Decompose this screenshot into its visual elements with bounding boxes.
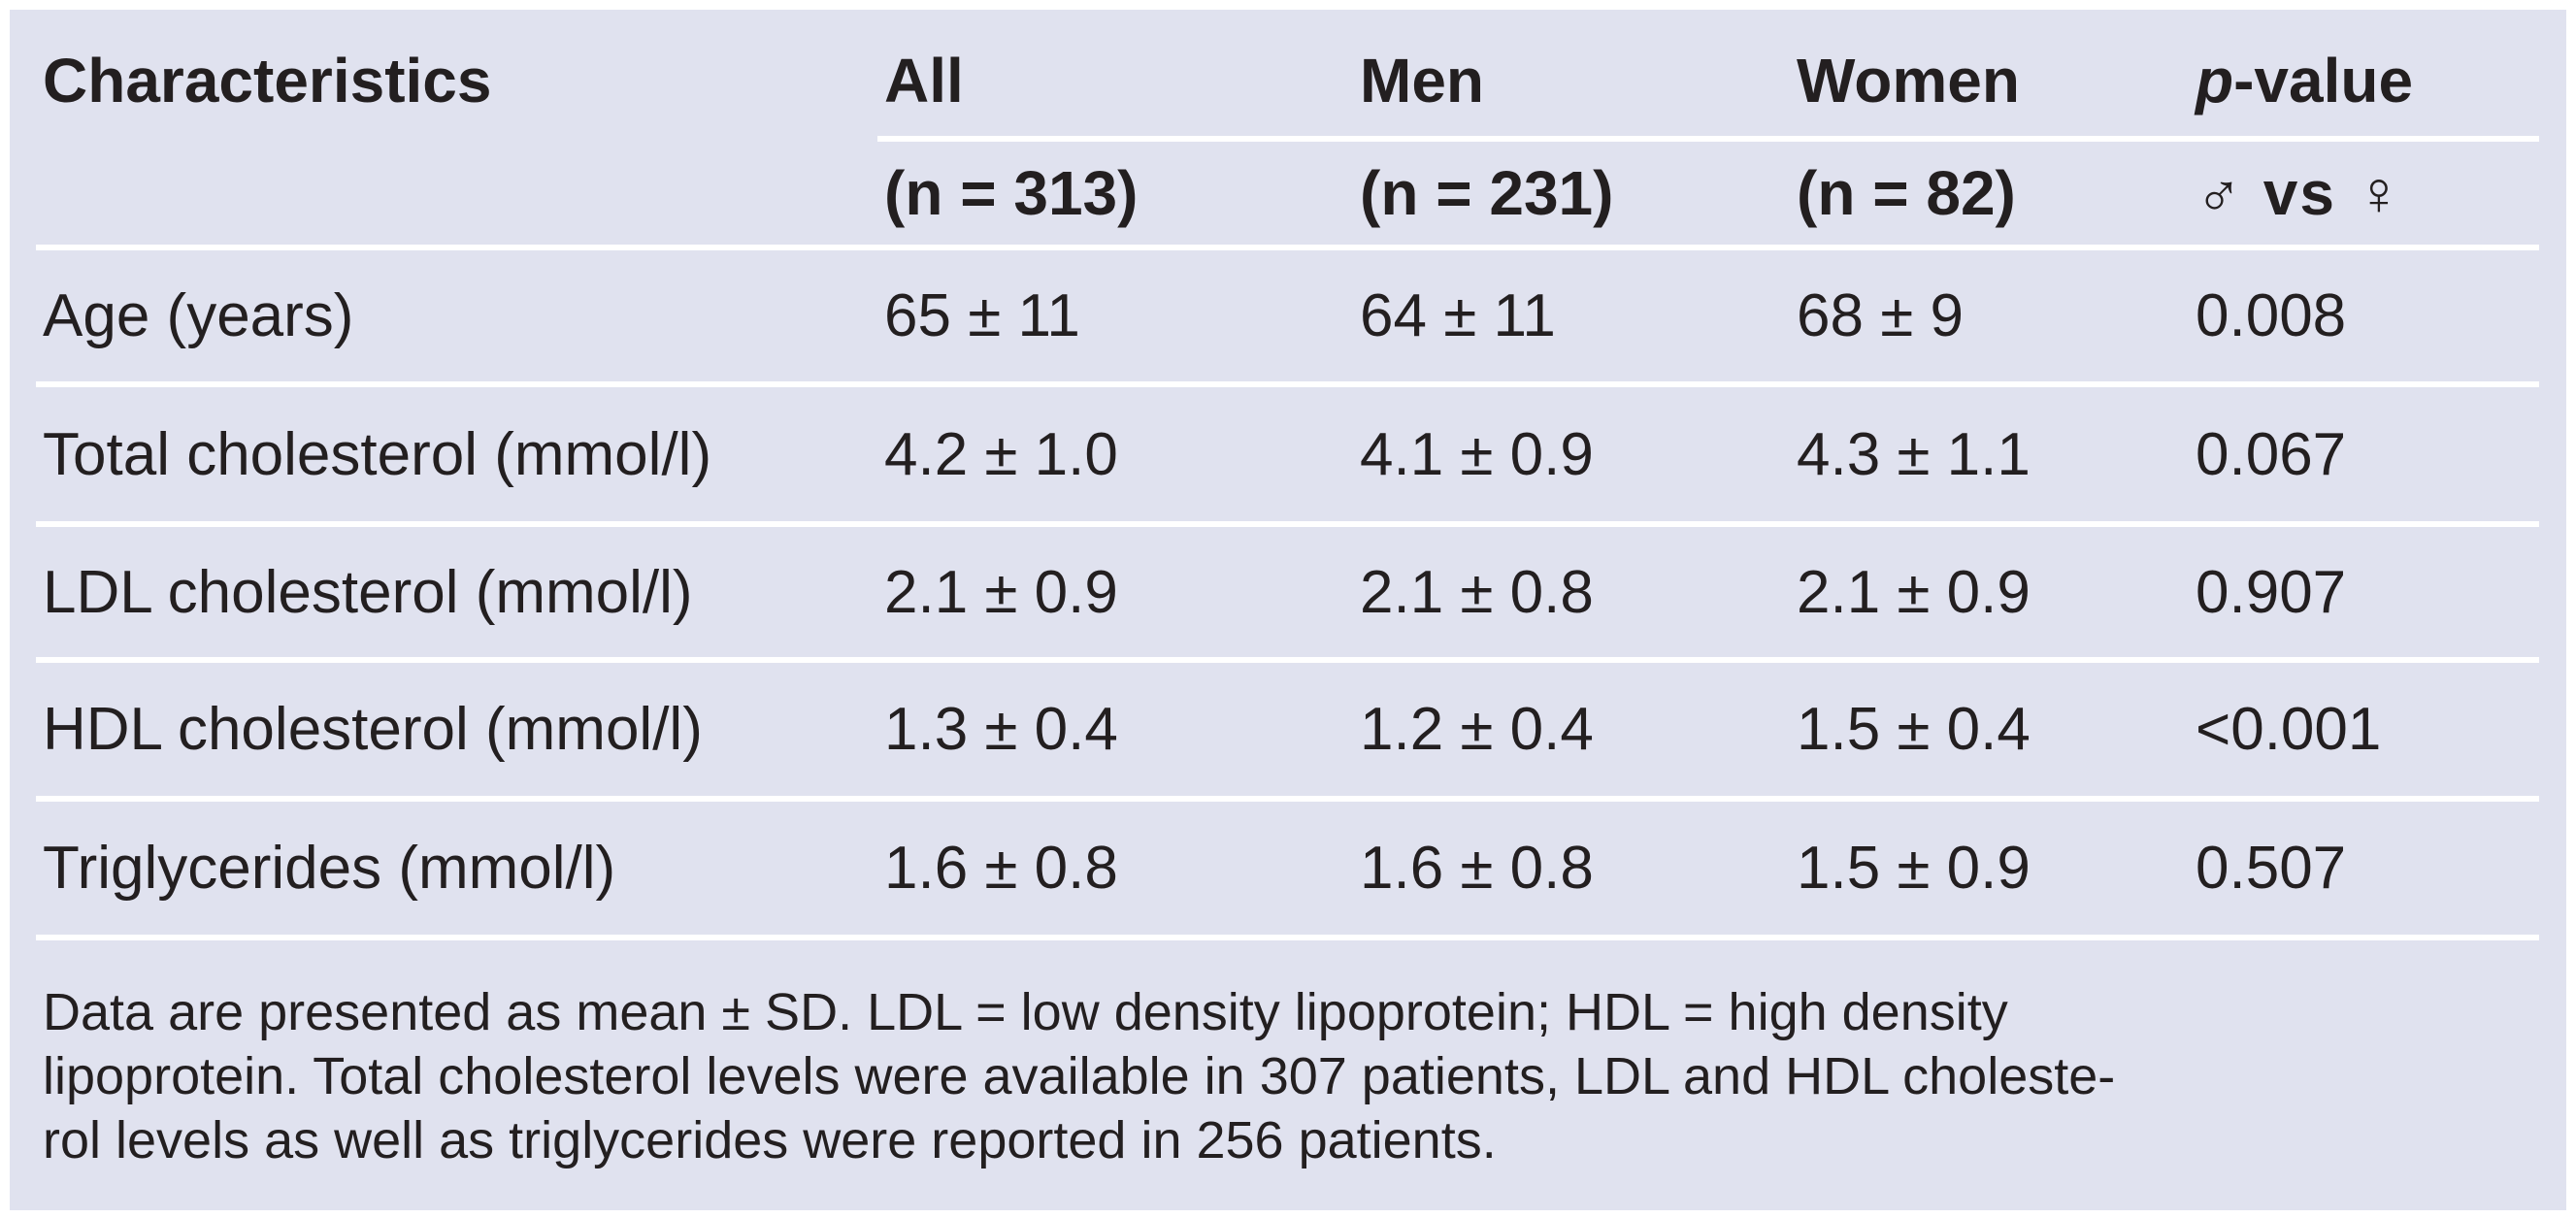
row-label: Total cholesterol (mmol/l) — [43, 420, 712, 488]
row-separator-rule — [36, 796, 2539, 802]
value-men: 4.1 ± 0.9 — [1360, 420, 1594, 488]
pvalue-italic-p: p — [2196, 46, 2234, 115]
value-p: 0.067 — [2196, 420, 2347, 488]
row-separator-rule — [36, 381, 2539, 387]
row-label: Triglycerides (mmol/l) — [43, 835, 616, 902]
value-p: 0.507 — [2196, 835, 2347, 902]
col-header-all: All — [884, 46, 964, 115]
col-header-women: Women — [1797, 46, 2020, 115]
row-label: HDL cholesterol (mmol/l) — [43, 696, 703, 763]
col-header-men: Men — [1360, 46, 1484, 115]
table-row: Total cholesterol (mmol/l) 4.2 ± 1.0 4.1… — [36, 387, 2539, 521]
value-men: 1.2 ± 0.4 — [1360, 696, 1594, 763]
value-all: 2.1 ± 0.9 — [884, 558, 1118, 626]
value-women: 4.3 ± 1.1 — [1797, 420, 2031, 488]
subheader-male-vs-female: ♂ vs ♀ — [2196, 158, 2404, 228]
subheader-all-n: (n = 313) — [884, 158, 1139, 228]
patient-characteristics-table: Characteristics All Men Women p-value (n… — [10, 10, 2566, 1210]
value-women: 1.5 ± 0.4 — [1797, 696, 2031, 763]
value-all: 1.6 ± 0.8 — [884, 835, 1118, 902]
col-header-characteristics: Characteristics — [43, 46, 492, 115]
value-men: 64 ± 11 — [1360, 282, 1556, 349]
value-all: 1.3 ± 0.4 — [884, 696, 1118, 763]
footnote-line: Data are presented as mean ± SD. LDL = l… — [43, 983, 2008, 1041]
row-separator-rule — [36, 657, 2539, 663]
footnote-line: lipoprotein. Total cholesterol levels we… — [43, 1047, 2116, 1105]
value-men: 1.6 ± 0.8 — [1360, 835, 1594, 902]
table-row: Triglycerides (mmol/l) 1.6 ± 0.8 1.6 ± 0… — [36, 802, 2539, 935]
table-row: LDL cholesterol (mmol/l) 2.1 ± 0.9 2.1 ±… — [36, 527, 2539, 657]
table-row: HDL cholesterol (mmol/l) 1.3 ± 0.4 1.2 ±… — [36, 663, 2539, 796]
footnote-line: rol levels as well as triglycerides were… — [43, 1111, 1497, 1169]
table-footnote: Data are presented as mean ± SD. LDL = l… — [36, 940, 2539, 1172]
value-p: <0.001 — [2196, 696, 2382, 763]
value-all: 65 ± 11 — [884, 282, 1080, 349]
value-women: 2.1 ± 0.9 — [1797, 558, 2031, 626]
value-women: 1.5 ± 0.9 — [1797, 835, 2031, 902]
subheader-men-n: (n = 231) — [1360, 158, 1614, 228]
row-label: LDL cholesterol (mmol/l) — [43, 558, 693, 626]
header-bottom-rule — [36, 245, 2539, 250]
row-separator-rule — [36, 521, 2539, 527]
value-p: 0.907 — [2196, 558, 2347, 626]
pvalue-rest: -value — [2233, 46, 2414, 115]
subheader-women-n: (n = 82) — [1797, 158, 2016, 228]
col-header-pvalue: p-value — [2189, 45, 2539, 116]
table-body: Characteristics All Men Women p-value (n… — [36, 10, 2539, 1172]
value-p: 0.008 — [2196, 282, 2347, 349]
header-row-sub: (n = 313) (n = 231) (n = 82) ♂ vs ♀ — [36, 142, 2539, 245]
value-women: 68 ± 9 — [1797, 282, 1964, 349]
header-spanner-rule — [877, 136, 2539, 142]
row-separator-rule — [36, 935, 2539, 940]
value-all: 4.2 ± 1.0 — [884, 420, 1118, 488]
table-row: Age (years) 65 ± 11 64 ± 11 68 ± 9 0.008 — [36, 250, 2539, 381]
row-label: Age (years) — [43, 282, 354, 349]
value-men: 2.1 ± 0.8 — [1360, 558, 1594, 626]
header-row-main: Characteristics All Men Women p-value — [36, 10, 2539, 136]
